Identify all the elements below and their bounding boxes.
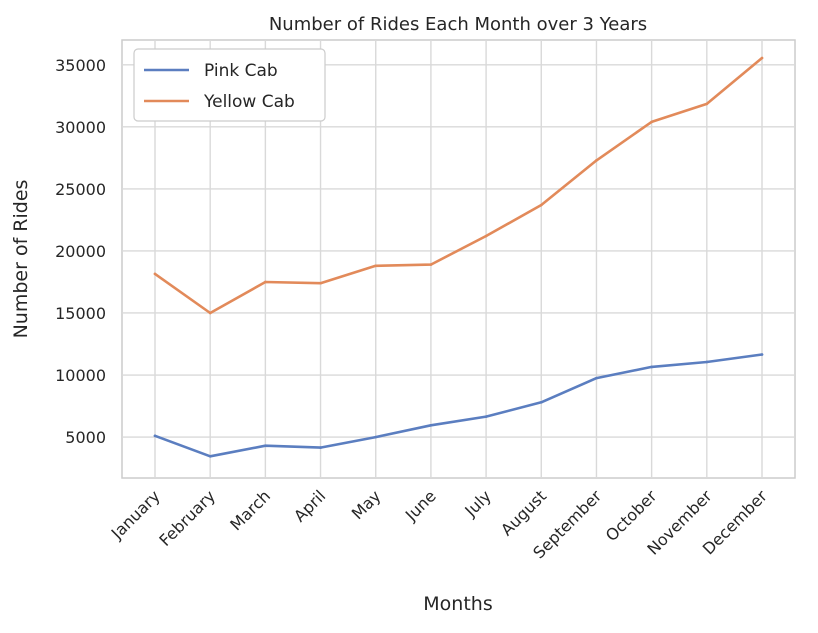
y-tick-label: 35000 xyxy=(55,56,106,75)
data-point-pink-cab xyxy=(539,401,543,404)
data-point-yellow-cab xyxy=(760,56,764,60)
data-point-pink-cab xyxy=(208,454,212,458)
data-point-pink-cab xyxy=(484,415,488,418)
data-point-yellow-cab xyxy=(429,263,433,266)
data-point-pink-cab xyxy=(264,444,267,448)
y-axis-label: Number of Rides xyxy=(10,180,32,339)
data-point-yellow-cab xyxy=(264,280,267,284)
data-point-yellow-cab xyxy=(484,234,488,238)
legend: Pink Cab Yellow Cab xyxy=(133,48,326,122)
y-tick-label: 10000 xyxy=(55,366,106,385)
data-point-yellow-cab xyxy=(208,311,212,315)
chart-title: Number of Rides Each Month over 3 Years xyxy=(269,14,647,35)
y-tick-label: 20000 xyxy=(55,242,106,261)
x-tick-label: January xyxy=(107,486,164,543)
x-tick-label: May xyxy=(348,486,385,523)
x-tick-label: August xyxy=(497,486,550,539)
x-tick-label: June xyxy=(401,486,440,525)
data-point-pink-cab xyxy=(319,446,322,449)
y-tick-label: 30000 xyxy=(55,118,106,137)
data-point-pink-cab xyxy=(429,423,433,427)
y-tick-label: 25000 xyxy=(55,180,106,199)
data-point-yellow-cab xyxy=(595,159,598,162)
x-tick-label: February xyxy=(155,486,219,550)
data-point-pink-cab xyxy=(374,435,378,439)
data-point-pink-cab xyxy=(595,376,598,380)
legend-box xyxy=(133,48,326,122)
data-point-pink-cab xyxy=(153,434,157,438)
data-point-pink-cab xyxy=(705,360,709,364)
x-tick-label: April xyxy=(290,486,329,525)
series xyxy=(153,56,764,458)
y-tick-label: 15000 xyxy=(55,304,106,323)
legend-label-yellow-cab: Yellow Cab xyxy=(203,92,295,112)
series-line-yellow-cab xyxy=(153,56,764,315)
data-point-pink-cab xyxy=(760,353,764,356)
legend-label-pink-cab: Pink Cab xyxy=(204,61,278,81)
data-point-yellow-cab xyxy=(705,102,709,106)
data-point-yellow-cab xyxy=(650,120,653,124)
data-point-yellow-cab xyxy=(539,203,543,207)
x-tick-label: July xyxy=(460,486,494,520)
x-axis-label: Months xyxy=(423,593,492,615)
data-point-pink-cab xyxy=(650,365,653,369)
y-tick-label: 5000 xyxy=(65,428,106,447)
grid xyxy=(122,40,795,478)
data-point-yellow-cab xyxy=(153,272,157,276)
series-line-pink-cab xyxy=(153,353,764,458)
data-point-yellow-cab xyxy=(374,264,378,268)
x-tick-label: March xyxy=(226,486,274,534)
data-point-yellow-cab xyxy=(319,281,322,285)
